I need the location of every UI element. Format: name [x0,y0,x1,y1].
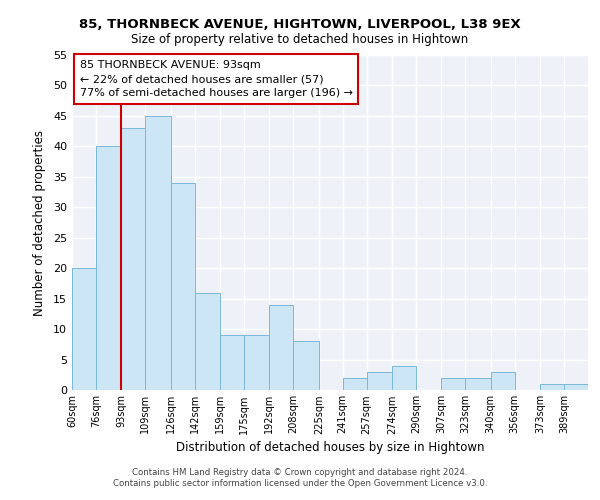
X-axis label: Distribution of detached houses by size in Hightown: Distribution of detached houses by size … [176,440,484,454]
Text: Contains HM Land Registry data © Crown copyright and database right 2024.
Contai: Contains HM Land Registry data © Crown c… [113,468,487,487]
Y-axis label: Number of detached properties: Number of detached properties [33,130,46,316]
Text: 85 THORNBECK AVENUE: 93sqm
← 22% of detached houses are smaller (57)
77% of semi: 85 THORNBECK AVENUE: 93sqm ← 22% of deta… [80,60,353,98]
Bar [540,384,564,390]
Bar [491,372,515,390]
Bar [145,116,171,390]
Bar [96,146,121,390]
Bar [269,304,293,390]
Bar [466,378,491,390]
Bar [564,384,588,390]
Text: Size of property relative to detached houses in Hightown: Size of property relative to detached ho… [131,32,469,46]
Bar [442,378,466,390]
Text: 85, THORNBECK AVENUE, HIGHTOWN, LIVERPOOL, L38 9EX: 85, THORNBECK AVENUE, HIGHTOWN, LIVERPOO… [79,18,521,30]
Bar [194,292,220,390]
Bar [367,372,392,390]
Bar [392,366,416,390]
Bar [171,183,194,390]
Bar [244,335,269,390]
Bar [72,268,96,390]
Bar [121,128,145,390]
Bar [220,335,244,390]
Bar [343,378,367,390]
Bar [293,342,319,390]
